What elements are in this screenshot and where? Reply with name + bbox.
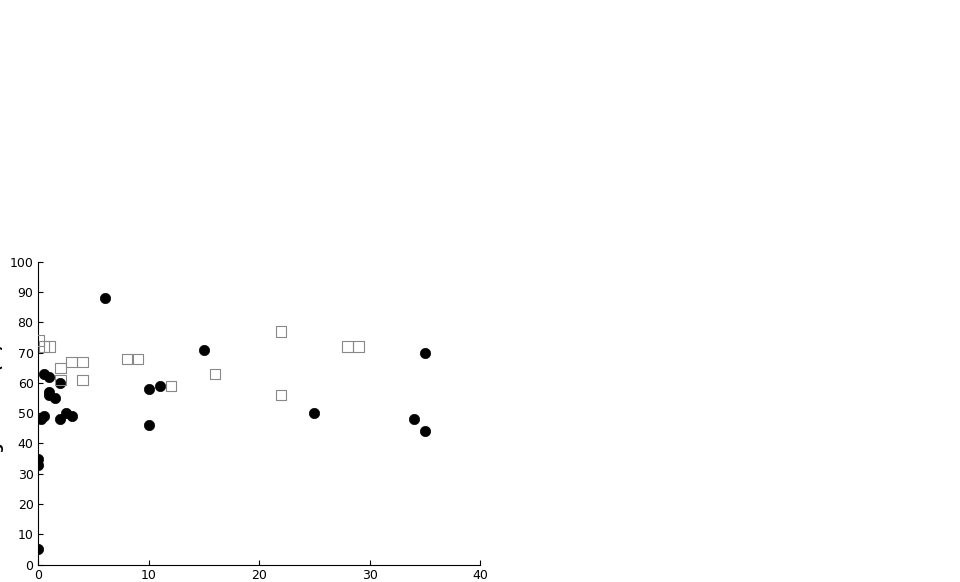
Point	[53, 378, 68, 388]
Point	[31, 336, 46, 345]
Point	[163, 381, 179, 391]
Point	[31, 545, 46, 554]
Point	[42, 391, 58, 400]
Point	[53, 375, 68, 385]
Point	[63, 357, 80, 367]
Point	[63, 411, 80, 421]
Point	[75, 375, 90, 385]
Point	[36, 411, 52, 421]
Point	[53, 414, 68, 424]
Point	[33, 414, 48, 424]
Point	[207, 369, 223, 378]
Point	[42, 342, 58, 352]
Point	[274, 327, 289, 336]
Point	[31, 460, 46, 469]
Point	[417, 348, 432, 357]
Point	[42, 372, 58, 382]
Point	[141, 384, 156, 393]
Point	[119, 354, 134, 363]
Point	[42, 388, 58, 397]
Point	[75, 357, 90, 367]
Point	[36, 342, 52, 352]
Point	[141, 421, 156, 430]
Point	[197, 345, 212, 354]
Y-axis label: Fatigue index (%): Fatigue index (%)	[0, 344, 4, 482]
Point	[351, 342, 367, 352]
Point	[53, 363, 68, 372]
Point	[406, 414, 421, 424]
Point	[31, 454, 46, 463]
Point	[306, 409, 322, 418]
Point	[131, 354, 146, 363]
Point	[97, 293, 112, 303]
Point	[152, 381, 168, 391]
Point	[417, 427, 432, 436]
Point	[47, 393, 62, 403]
Point	[274, 391, 289, 400]
Point	[59, 409, 74, 418]
Point	[340, 342, 355, 352]
Point	[36, 369, 52, 378]
